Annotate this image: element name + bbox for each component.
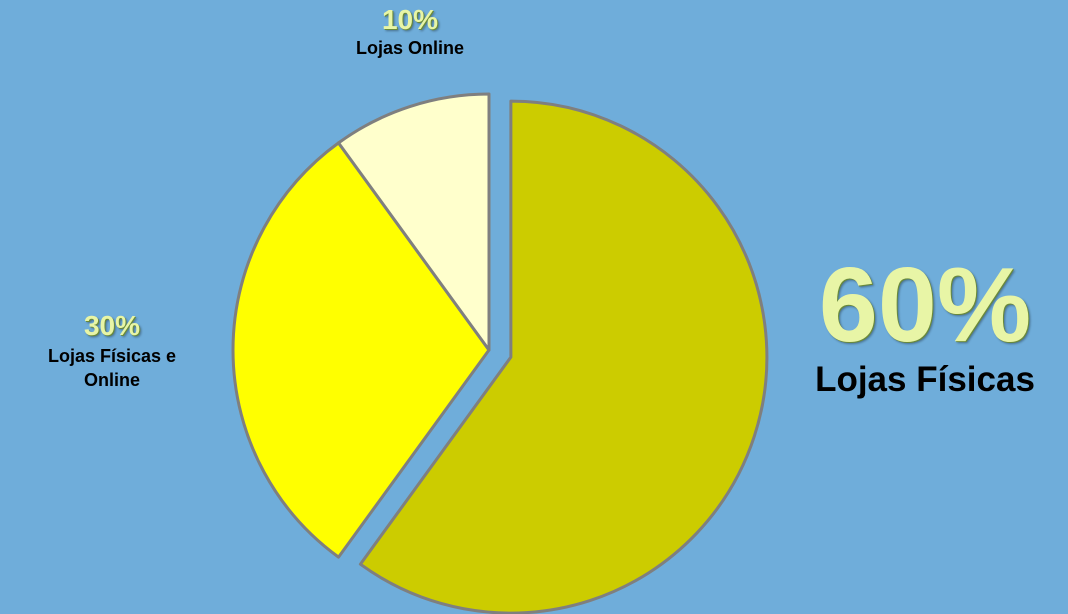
slice-label-group: 30% Lojas Físicas e Online: [12, 308, 212, 392]
category-label: Lojas Físicas e Online: [47, 346, 177, 390]
value-label: 60%: [818, 246, 1032, 364]
slice-label-group: 10% Lojas Online: [310, 2, 510, 58]
slice-label-group: 60% Lojas Físicas: [780, 250, 1068, 400]
pie-slice: [358, 99, 769, 614]
value-label: 30%: [83, 310, 141, 341]
pie-slice: [231, 141, 491, 559]
category-label: Lojas Físicas: [815, 360, 1035, 399]
value-label: 10%: [381, 4, 439, 35]
pie-slice: [337, 92, 491, 352]
category-label: Lojas Online: [355, 38, 465, 58]
